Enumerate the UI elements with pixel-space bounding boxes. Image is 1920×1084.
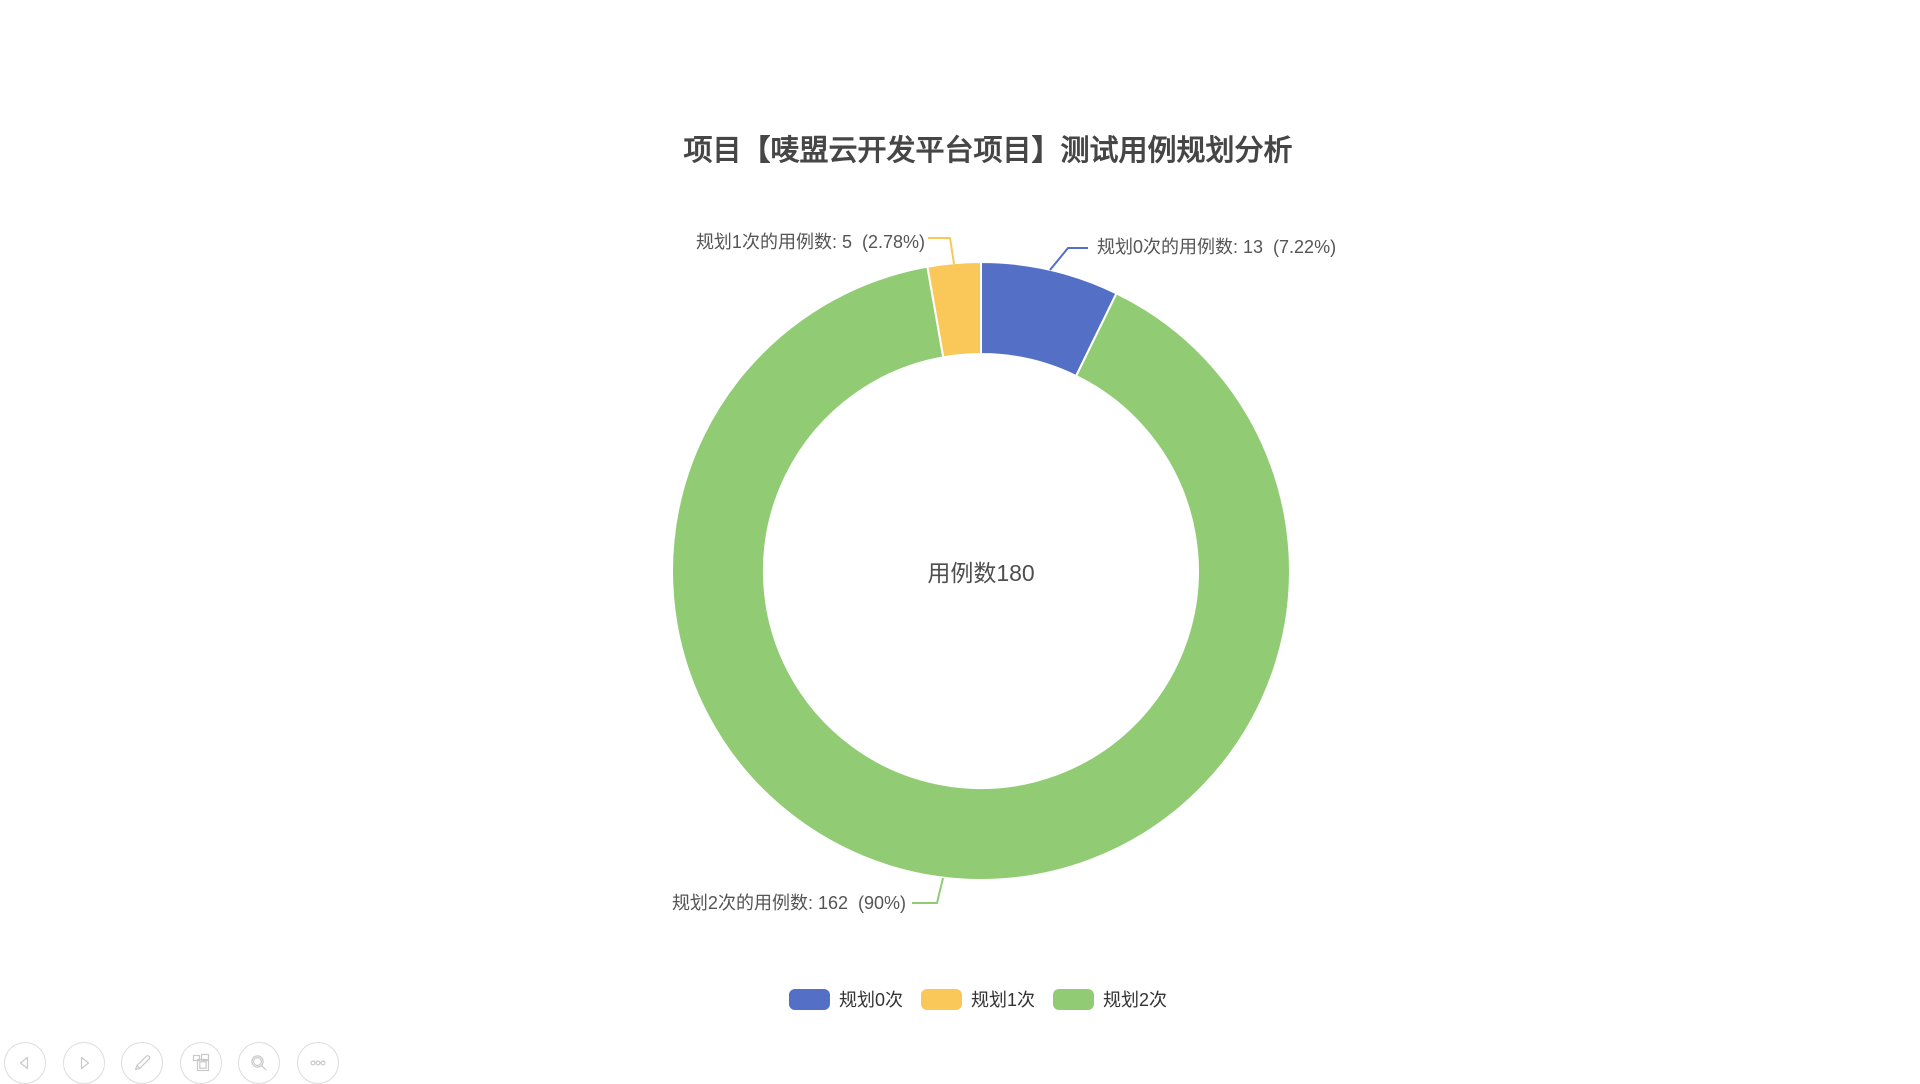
- legend-swatch-plan0: [788, 988, 830, 1010]
- previous-button[interactable]: [4, 1042, 46, 1084]
- pie-slice-plan2[interactable]: [671, 265, 1291, 882]
- leader-line-plan1: [928, 237, 955, 265]
- legend-item-plan0[interactable]: 规划0次: [788, 986, 903, 1012]
- arrow-right-icon: [80, 1056, 89, 1070]
- donut-chart: [671, 237, 1291, 904]
- donut-center-total: 用例数180: [927, 560, 1035, 586]
- bottom-toolbar: [4, 1042, 339, 1084]
- ellipsis-icon: [309, 1060, 326, 1066]
- legend-item-plan1[interactable]: 规划1次: [920, 986, 1036, 1012]
- leader-line-plan0: [1049, 247, 1088, 271]
- arrow-left-icon: [19, 1056, 29, 1070]
- callout-plan1: 规划1次的用例数: 5 (2.78%): [695, 232, 925, 252]
- next-button[interactable]: [62, 1042, 105, 1084]
- magnifier-icon: [251, 1055, 267, 1071]
- pie-slice-plan1[interactable]: [926, 260, 982, 359]
- legend-label-plan1: 规划1次: [970, 990, 1036, 1010]
- page-title: 项目【唛盟云开发平台项目】测试用例规划分析: [683, 135, 1293, 167]
- legend-swatch-plan1: [920, 988, 962, 1010]
- callout-plan0: 规划0次的用例数: 13 (7.22%): [1097, 237, 1337, 257]
- legend-label-plan2: 规划2次: [1103, 990, 1168, 1010]
- more-button[interactable]: [296, 1042, 339, 1084]
- pen-icon: [134, 1055, 151, 1071]
- legend-item-plan2[interactable]: 规划2次: [1053, 986, 1167, 1012]
- edit-button[interactable]: [121, 1042, 163, 1084]
- legend-label-plan0: 规划0次: [838, 990, 903, 1010]
- copy-button[interactable]: [179, 1042, 222, 1084]
- legend: 规划0次 规划1次 规划2次: [788, 986, 1167, 1012]
- zoom-button[interactable]: [238, 1042, 280, 1084]
- callout-plan2: 规划2次的用例数: 162 (90%): [671, 893, 906, 913]
- legend-swatch-plan2: [1053, 988, 1095, 1010]
- copy-squares-icon: [192, 1053, 209, 1072]
- leader-line-plan2: [912, 877, 944, 904]
